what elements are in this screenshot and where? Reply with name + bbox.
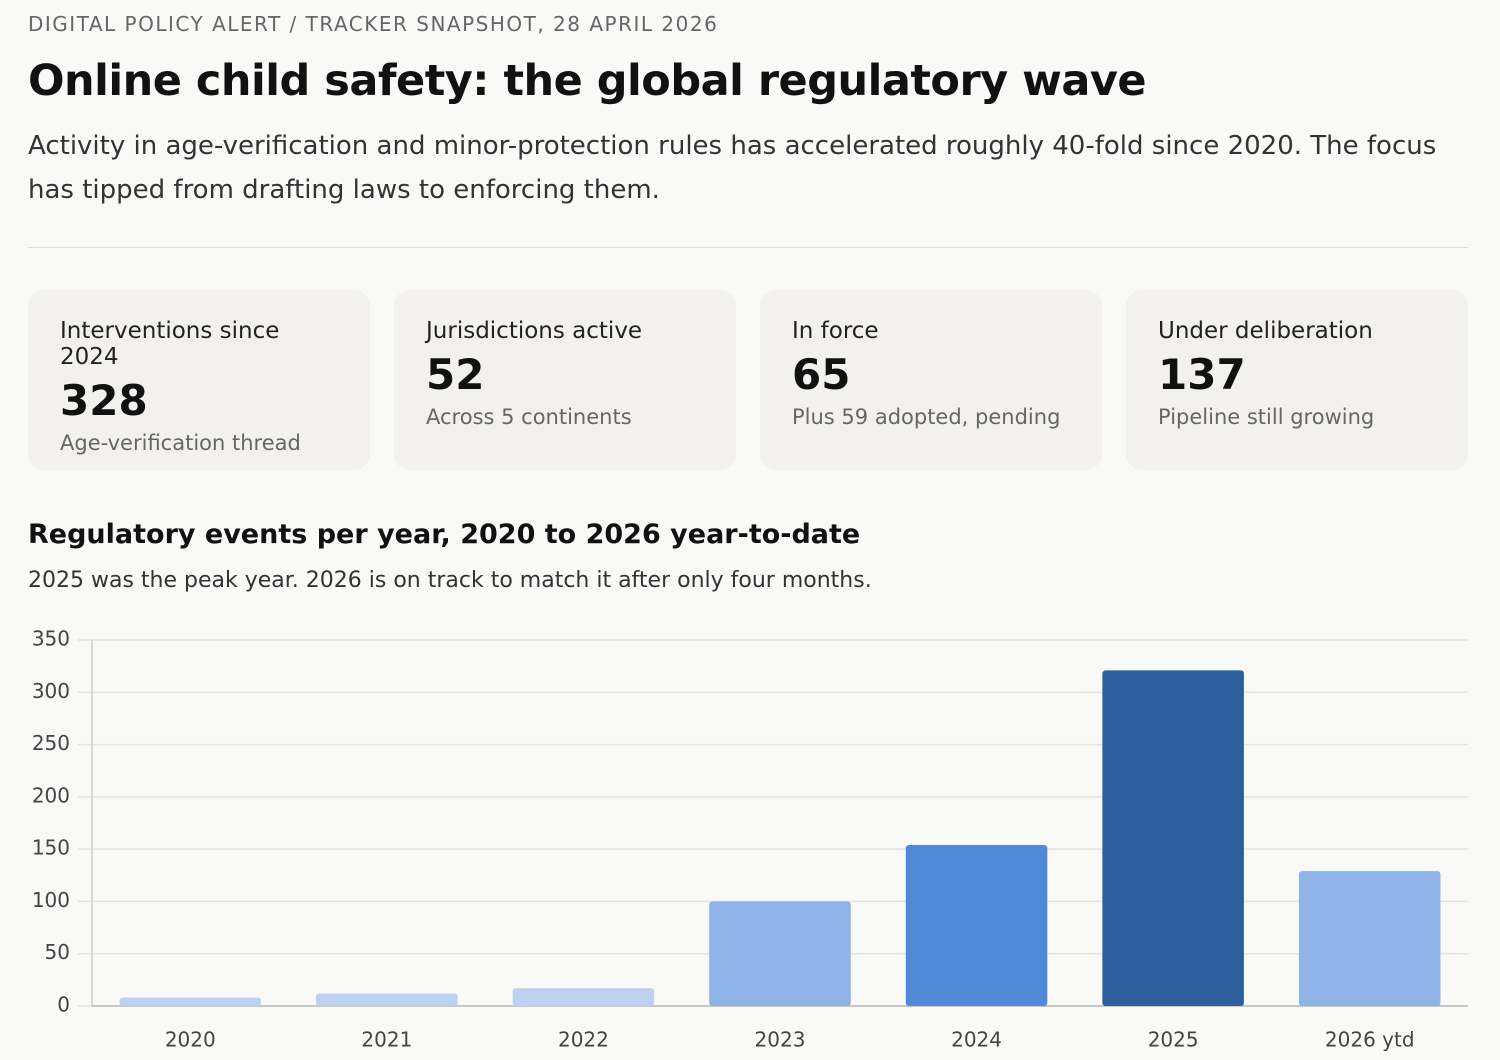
card-note: Age-verification thread [60, 431, 301, 455]
divider [28, 247, 1468, 248]
card-label: Under deliberation [1158, 318, 1373, 344]
card-value: 52 [426, 350, 485, 399]
bar [512, 988, 655, 1006]
card-label: Jurisdictions active [426, 318, 643, 344]
card-note: Across 5 continents [426, 405, 632, 429]
y-tick-label: 200 [32, 783, 70, 807]
x-tick-label: 2021 [361, 1028, 412, 1052]
y-tick-label: 350 [32, 627, 70, 651]
x-tick-label: 2024 [951, 1028, 1002, 1052]
bar [1102, 670, 1244, 1006]
card-value: 328 [60, 376, 148, 425]
x-tick-label: 2026 ytd [1325, 1028, 1415, 1052]
x-tick-label: 2020 [165, 1028, 216, 1052]
stat-card: Interventions since 2024 328 Age-verificat… [28, 290, 370, 470]
card-label: Interventions since 2024 [60, 318, 280, 370]
card-note: Plus 59 adopted, pending [792, 405, 1061, 429]
chart-subtitle: 2025 was the peak year. 2026 is on track… [28, 568, 872, 593]
page-subtitle: Activity in age-verification and minor-p… [28, 131, 1437, 205]
bar [905, 844, 1048, 1006]
x-tick-label: 2023 [755, 1028, 806, 1052]
bar [1298, 871, 1441, 1006]
y-tick-label: 250 [32, 731, 70, 755]
stat-card: Under deliberation 137 Pipeline still grow… [1126, 290, 1468, 470]
card-label: In force [792, 318, 879, 344]
chart-title: Regulatory events per year, 2020 to 2026… [28, 519, 861, 550]
x-tick-label: 2025 [1148, 1028, 1199, 1052]
chart: 0 50 100 150 200 250 300 350 2020 2021 2022 2023 202… [32, 627, 1468, 1052]
y-tick-label: 300 [32, 679, 70, 703]
stat-card: In force 65 Plus 59 adopted, pending [760, 290, 1102, 470]
bar [316, 993, 458, 1006]
y-tick-label: 50 [45, 940, 70, 964]
bar [119, 997, 262, 1006]
y-tick-label: 150 [32, 836, 70, 860]
bar [709, 901, 851, 1006]
y-tick-label: 0 [57, 993, 70, 1017]
card-value: 65 [792, 350, 851, 399]
kicker: DIGITAL POLICY ALERT / TRACKER SNAPSHOT,… [28, 12, 719, 36]
stat-card: Jurisdictions active 52 Across 5 continent… [394, 290, 736, 470]
page-title: Online child safety: the global regulato… [28, 56, 1147, 106]
card-note: Pipeline still growing [1158, 405, 1375, 429]
card-value: 137 [1158, 350, 1246, 399]
y-tick-label: 100 [32, 888, 70, 912]
x-tick-label: 2022 [558, 1028, 609, 1052]
